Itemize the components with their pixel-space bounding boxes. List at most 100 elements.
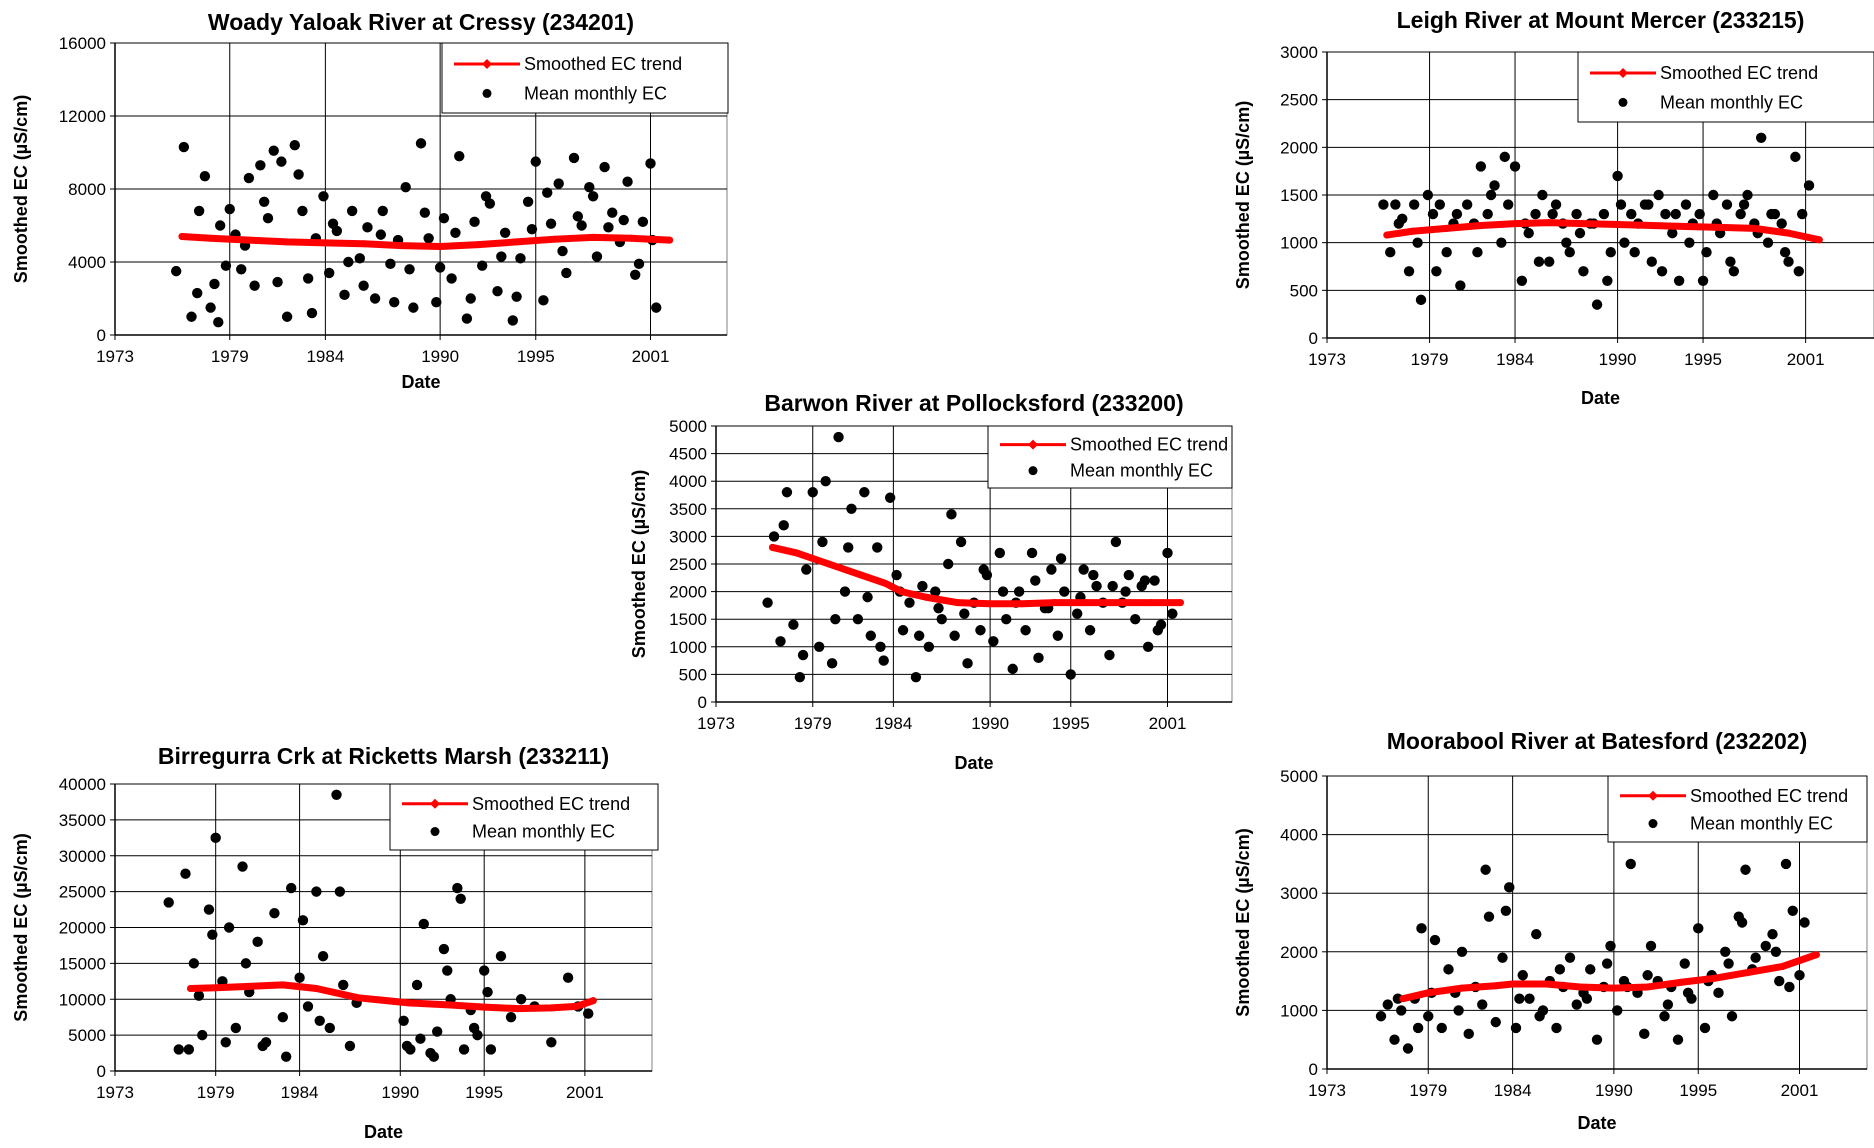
- y-tick-label: 5000: [669, 417, 707, 436]
- data-point-mean-monthly-ec: [1499, 151, 1510, 163]
- data-point-mean-monthly-ec: [1120, 586, 1131, 597]
- data-point-mean-monthly-ec: [465, 293, 476, 304]
- trend-marker: [1750, 224, 1758, 232]
- data-point-mean-monthly-ec: [1461, 199, 1473, 210]
- y-tick-label: 5000: [68, 1026, 106, 1045]
- data-point-mean-monthly-ec: [1415, 294, 1427, 306]
- legend-marker-trend: [482, 59, 492, 69]
- data-point-mean-monthly-ec: [423, 233, 434, 244]
- data-point-mean-monthly-ec: [1422, 189, 1434, 201]
- data-point-mean-monthly-ec: [1653, 189, 1664, 201]
- trend-marker: [1509, 980, 1517, 988]
- trend-line-smoothed-ec: [1383, 219, 1823, 244]
- data-point-mean-monthly-ec: [1564, 247, 1575, 258]
- data-point-mean-monthly-ec: [1670, 208, 1681, 220]
- data-point-mean-monthly-ec: [477, 260, 488, 271]
- data-point-mean-monthly-ec: [910, 671, 922, 683]
- data-point-mean-monthly-ec: [1793, 266, 1804, 277]
- y-tick-label: 15000: [59, 954, 106, 973]
- x-tick-label: 2001: [1781, 1081, 1819, 1100]
- y-tick-label: 1000: [1280, 1001, 1318, 1020]
- data-point-mean-monthly-ec: [1720, 946, 1731, 957]
- data-point-mean-monthly-ec: [630, 269, 641, 280]
- y-tick-label: 3000: [669, 527, 707, 546]
- trend-marker: [398, 242, 406, 250]
- legend-box: [441, 42, 729, 114]
- data-point-mean-monthly-ec: [346, 205, 358, 217]
- data-point-mean-monthly-ec: [1431, 266, 1442, 277]
- x-tick-label: 1990: [381, 1083, 419, 1102]
- data-point-mean-monthly-ec: [1531, 929, 1542, 940]
- legend-label-trend: Smoothed EC trend: [524, 54, 682, 74]
- data-point-mean-monthly-ec: [1030, 575, 1041, 586]
- data-point-mean-monthly-ec: [404, 264, 415, 275]
- trend-marker: [1644, 983, 1652, 991]
- y-tick-label: 0: [698, 693, 707, 712]
- data-point-mean-monthly-ec: [852, 614, 864, 625]
- data-point-mean-monthly-ec: [1794, 970, 1805, 981]
- legend-marker-trend: [1028, 439, 1038, 450]
- data-point-mean-monthly-ec: [933, 602, 944, 614]
- data-point-mean-monthly-ec: [1152, 625, 1164, 636]
- data-point-mean-monthly-ec: [354, 253, 365, 264]
- trend-marker: [1614, 221, 1622, 229]
- data-point-mean-monthly-ec: [1533, 256, 1545, 267]
- trend-marker: [1147, 599, 1155, 607]
- x-axis-label: Date: [954, 753, 993, 773]
- data-point-mean-monthly-ec: [297, 205, 308, 217]
- trend-marker: [1542, 980, 1550, 988]
- chart-svg: Moorabool River at Batesford (232202) 0 10…: [1233, 728, 1868, 1133]
- data-point-mean-monthly-ec: [258, 196, 270, 207]
- x-tick-label: 1979: [1411, 350, 1449, 369]
- legend-label-trend: Smoothed EC trend: [1690, 786, 1848, 806]
- trend-marker: [513, 238, 521, 246]
- data-point-mean-monthly-ec: [442, 965, 453, 976]
- data-point-mean-monthly-ec: [338, 979, 349, 991]
- chart-svg: Barwon River at Pollocksford (233200) 0 50…: [629, 390, 1233, 773]
- x-tick-label: 1984: [281, 1083, 319, 1102]
- data-point-mean-monthly-ec: [1482, 208, 1493, 220]
- data-point-mean-monthly-ec: [943, 558, 954, 570]
- y-tick-label: 2500: [1280, 91, 1318, 110]
- data-point-mean-monthly-ec: [415, 138, 427, 149]
- data-point-mean-monthly-ec: [178, 141, 190, 153]
- data-point-mean-monthly-ec: [1602, 275, 1613, 286]
- data-point-mean-monthly-ec: [862, 591, 873, 603]
- data-point-mean-monthly-ec: [431, 296, 442, 308]
- x-tick-label: 1984: [874, 714, 912, 733]
- data-point-mean-monthly-ec: [1660, 208, 1671, 220]
- trend-marker: [1408, 227, 1416, 235]
- data-point-mean-monthly-ec: [480, 191, 492, 202]
- trend-marker: [1477, 222, 1485, 230]
- data-point-mean-monthly-ec: [507, 315, 518, 326]
- legend-marker-mean: [430, 827, 440, 837]
- data-point-mean-monthly-ec: [778, 520, 789, 531]
- x-tick-label: 1973: [96, 1083, 134, 1102]
- trend-marker: [1051, 599, 1059, 607]
- data-point-mean-monthly-ec: [1550, 199, 1562, 210]
- data-point-mean-monthly-ec: [553, 178, 564, 189]
- trend-marker: [360, 240, 368, 248]
- y-axis-label: Smoothed EC (µS/cm): [11, 95, 31, 283]
- data-point-mean-monthly-ec: [1708, 189, 1719, 201]
- data-point-mean-monthly-ec: [276, 156, 287, 167]
- data-point-mean-monthly-ec: [213, 317, 224, 328]
- data-point-mean-monthly-ec: [385, 258, 396, 270]
- data-point-mean-monthly-ec: [209, 278, 220, 290]
- data-point-mean-monthly-ec: [389, 296, 400, 308]
- data-point-mean-monthly-ec: [505, 1011, 517, 1023]
- x-axis-label: Date: [1581, 388, 1620, 408]
- y-tick-label: 12000: [59, 107, 106, 126]
- data-point-mean-monthly-ec: [1516, 275, 1528, 286]
- data-point-mean-monthly-ec: [334, 886, 346, 897]
- trend-marker: [480, 1003, 488, 1011]
- data-point-mean-monthly-ec: [482, 986, 493, 998]
- data-point-mean-monthly-ec: [562, 972, 574, 983]
- legend-label-trend: Smoothed EC trend: [1660, 63, 1818, 83]
- data-point-mean-monthly-ec: [1612, 1005, 1623, 1016]
- data-point-mean-monthly-ec: [833, 431, 844, 443]
- data-point-mean-monthly-ec: [344, 1040, 356, 1052]
- trend-marker: [474, 241, 482, 249]
- y-tick-label: 0: [97, 326, 106, 345]
- chart-title: Birregurra Crk at Ricketts Marsh (233211…: [158, 743, 609, 769]
